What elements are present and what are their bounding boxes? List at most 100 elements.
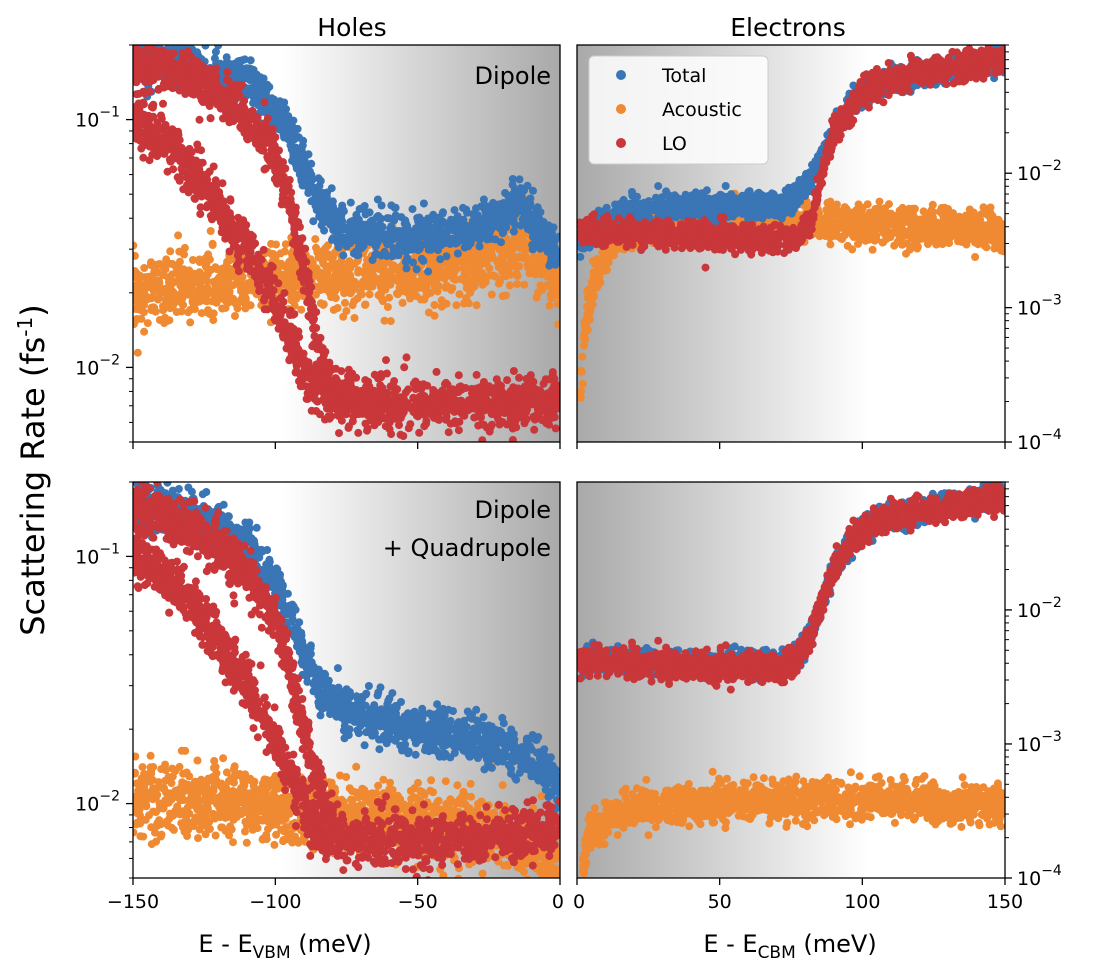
point-acoustic xyxy=(481,278,490,287)
point-lo xyxy=(242,233,251,242)
point-lo xyxy=(380,414,389,423)
point-lo xyxy=(195,115,204,124)
point-lo xyxy=(240,241,248,250)
point-total xyxy=(214,45,223,50)
point-total xyxy=(234,60,243,69)
point-lo xyxy=(320,357,329,366)
point-acoustic xyxy=(163,288,172,297)
point-lo xyxy=(274,279,283,288)
point-acoustic xyxy=(328,263,337,272)
point-acoustic xyxy=(398,284,407,293)
point-acoustic xyxy=(175,247,184,256)
point-total xyxy=(491,235,500,244)
point-total xyxy=(316,176,325,185)
point-lo xyxy=(320,397,329,406)
point-total xyxy=(296,167,305,176)
point-total xyxy=(446,240,455,248)
point-acoustic xyxy=(240,289,249,298)
point-acoustic xyxy=(441,283,450,292)
point-acoustic xyxy=(155,316,164,324)
point-lo xyxy=(187,59,196,67)
point-lo xyxy=(222,204,230,212)
point-acoustic xyxy=(177,307,186,316)
point-lo xyxy=(471,403,480,412)
point-total xyxy=(347,217,356,226)
point-acoustic xyxy=(159,262,168,271)
point-acoustic xyxy=(139,308,148,317)
point-lo xyxy=(270,300,279,309)
point-lo xyxy=(336,381,345,389)
point-lo xyxy=(235,91,244,100)
point-lo xyxy=(195,190,203,199)
point-lo xyxy=(151,130,160,139)
point-total xyxy=(261,91,270,100)
point-lo xyxy=(454,371,463,380)
point-total xyxy=(333,239,342,248)
point-total xyxy=(475,242,484,251)
point-lo xyxy=(451,417,459,426)
point-lo xyxy=(370,412,379,421)
point-lo xyxy=(253,113,262,122)
point-lo xyxy=(133,90,141,99)
point-acoustic xyxy=(206,227,215,235)
point-total xyxy=(411,224,420,233)
point-lo xyxy=(275,173,283,182)
point-acoustic xyxy=(159,305,168,314)
point-lo xyxy=(157,111,165,120)
point-lo xyxy=(538,405,547,414)
point-lo xyxy=(431,401,440,410)
point-lo xyxy=(133,111,142,120)
point-lo xyxy=(202,65,211,74)
point-lo xyxy=(344,423,353,432)
point-total xyxy=(508,180,517,189)
point-lo xyxy=(454,426,463,435)
point-total xyxy=(509,227,518,236)
point-total xyxy=(528,245,537,254)
point-acoustic xyxy=(475,262,484,271)
point-acoustic xyxy=(485,264,494,273)
point-total xyxy=(304,150,313,159)
point-lo xyxy=(381,422,390,431)
point-lo xyxy=(511,417,520,426)
point-lo xyxy=(142,52,151,61)
point-acoustic xyxy=(522,253,531,261)
point-lo xyxy=(254,139,263,148)
point-acoustic xyxy=(166,247,175,256)
point-lo xyxy=(420,422,429,431)
point-lo xyxy=(240,128,249,137)
point-acoustic xyxy=(231,312,239,320)
point-lo xyxy=(154,84,163,93)
point-total xyxy=(502,223,511,232)
point-acoustic xyxy=(515,262,524,271)
point-acoustic xyxy=(153,295,162,304)
point-total xyxy=(382,252,391,260)
point-total xyxy=(322,216,330,225)
point-acoustic xyxy=(545,301,554,310)
point-lo xyxy=(492,375,501,384)
point-lo xyxy=(279,297,288,306)
point-lo xyxy=(517,413,526,422)
point-total xyxy=(416,242,425,250)
point-acoustic xyxy=(462,284,471,293)
point-total xyxy=(252,82,261,91)
point-acoustic xyxy=(196,276,205,284)
point-lo xyxy=(267,161,276,170)
point-total xyxy=(402,229,410,238)
point-total xyxy=(464,242,473,251)
point-lo xyxy=(246,128,255,137)
point-total xyxy=(495,204,504,212)
point-acoustic xyxy=(329,279,338,288)
point-total xyxy=(303,181,311,190)
point-lo xyxy=(222,75,231,84)
point-total xyxy=(373,195,382,204)
point-acoustic xyxy=(534,288,543,297)
point-acoustic xyxy=(555,285,560,294)
point-total xyxy=(409,245,418,254)
point-lo xyxy=(180,155,189,164)
point-lo xyxy=(293,234,302,243)
point-acoustic xyxy=(197,309,206,318)
point-lo xyxy=(497,406,506,415)
point-lo xyxy=(259,245,268,254)
point-total xyxy=(401,247,410,256)
point-total xyxy=(482,203,491,212)
